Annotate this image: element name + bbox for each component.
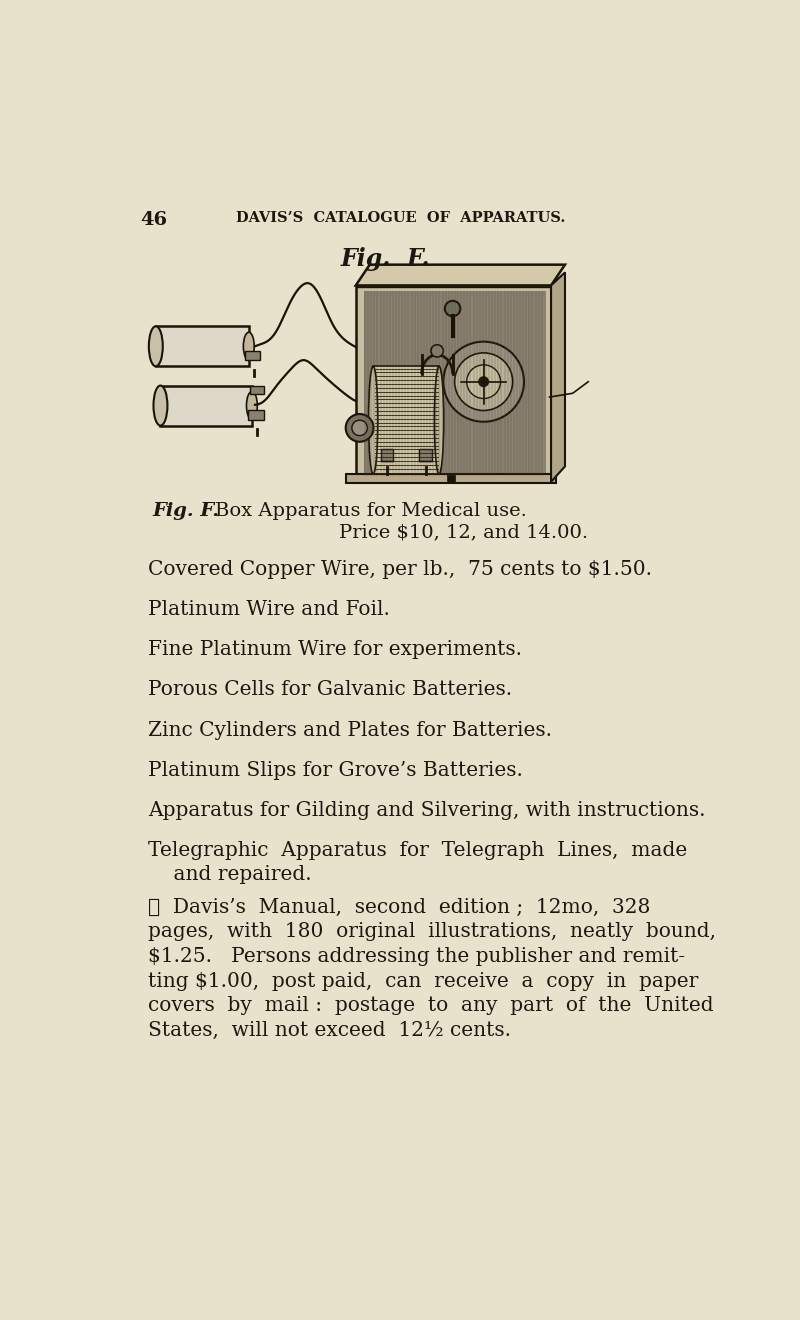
Text: Price $10, 12, and 14.00.: Price $10, 12, and 14.00.: [339, 524, 588, 541]
Text: ☞  Davis’s  Manual,  second  edition ;  12mo,  328: ☞ Davis’s Manual, second edition ; 12mo,…: [148, 898, 650, 916]
Text: Apparatus for Gilding and Silvering, with instructions.: Apparatus for Gilding and Silvering, wit…: [148, 800, 706, 820]
Bar: [447, 474, 455, 483]
Polygon shape: [551, 272, 565, 482]
Text: States,  will not exceed  12½ cents.: States, will not exceed 12½ cents.: [148, 1020, 511, 1040]
Circle shape: [466, 364, 501, 399]
Text: Fig. F.: Fig. F.: [153, 502, 220, 520]
Bar: [373, 367, 439, 474]
Circle shape: [431, 345, 443, 358]
Text: and repaired.: and repaired.: [148, 866, 312, 884]
Polygon shape: [356, 285, 551, 482]
Bar: [419, 449, 432, 461]
Ellipse shape: [154, 385, 167, 425]
Ellipse shape: [434, 367, 444, 474]
Circle shape: [478, 378, 489, 387]
Ellipse shape: [369, 367, 378, 474]
Polygon shape: [363, 290, 546, 477]
Circle shape: [454, 352, 513, 411]
Text: Porous Cells for Galvanic Batteries.: Porous Cells for Galvanic Batteries.: [148, 681, 512, 700]
Text: Fig.  F.: Fig. F.: [340, 247, 430, 271]
Circle shape: [346, 414, 374, 442]
Text: Telegraphic  Apparatus  for  Telegraph  Lines,  made: Telegraphic Apparatus for Telegraph Line…: [148, 841, 687, 859]
Bar: [161, 385, 252, 425]
Text: DAVIS’S  CATALOGUE  OF  APPARATUS.: DAVIS’S CATALOGUE OF APPARATUS.: [236, 211, 565, 224]
Polygon shape: [346, 474, 556, 483]
Bar: [245, 351, 261, 360]
Text: Fine Platinum Wire for experiments.: Fine Platinum Wire for experiments.: [148, 640, 522, 660]
Text: Covered Copper Wire, per lb.,  75 cents to $1.50.: Covered Copper Wire, per lb., 75 cents t…: [148, 561, 652, 579]
Ellipse shape: [246, 392, 258, 420]
Circle shape: [352, 420, 367, 436]
Text: Box Apparatus for Medical use.: Box Apparatus for Medical use.: [214, 502, 526, 520]
Bar: [248, 411, 263, 420]
Ellipse shape: [149, 326, 162, 367]
Bar: [156, 326, 249, 367]
Circle shape: [443, 342, 524, 422]
Text: pages,  with  180  original  illustrations,  neatly  bound,: pages, with 180 original illustrations, …: [148, 923, 716, 941]
Text: Zinc Cylinders and Plates for Batteries.: Zinc Cylinders and Plates for Batteries.: [148, 721, 552, 739]
Bar: [381, 449, 393, 461]
Circle shape: [445, 301, 460, 317]
Text: Platinum Slips for Grove’s Batteries.: Platinum Slips for Grove’s Batteries.: [148, 760, 523, 780]
Ellipse shape: [243, 333, 254, 360]
Text: $1.25.   Persons addressing the publisher and remit-: $1.25. Persons addressing the publisher …: [148, 946, 685, 966]
Text: 46: 46: [140, 211, 167, 228]
Bar: [250, 385, 264, 393]
Text: Platinum Wire and Foil.: Platinum Wire and Foil.: [148, 601, 390, 619]
Text: covers  by  mail :  postage  to  any  part  of  the  United: covers by mail : postage to any part of …: [148, 997, 714, 1015]
Polygon shape: [356, 264, 565, 285]
Text: ting $1.00,  post paid,  can  receive  a  copy  in  paper: ting $1.00, post paid, can receive a cop…: [148, 972, 698, 990]
